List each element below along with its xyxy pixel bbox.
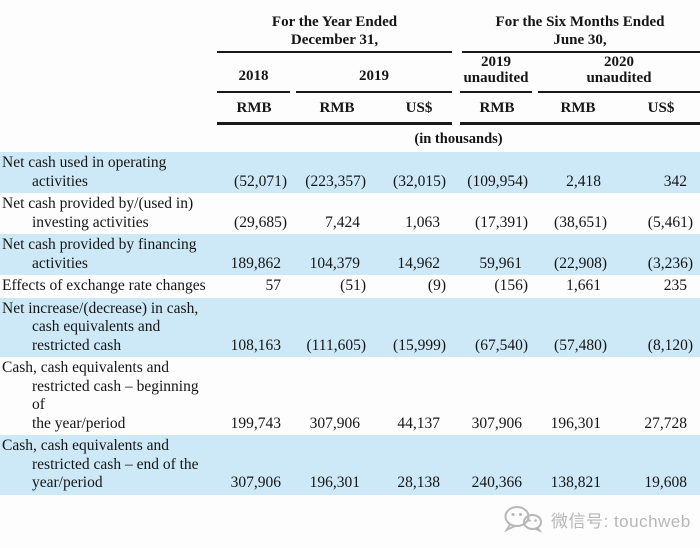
cell-value: (67,540) xyxy=(475,336,528,354)
cell-value: 342 xyxy=(663,172,687,190)
cell-value: (51) xyxy=(340,277,366,294)
cell-value: (111,605) xyxy=(306,336,366,354)
row-label: Net cash used in operating activities xyxy=(2,154,167,190)
cell-value: 196,301 xyxy=(550,414,601,432)
cell-value: 189,862 xyxy=(230,254,281,272)
cell-value: (32,015) xyxy=(393,172,446,190)
table-body: Net cash used in operating activities (5… xyxy=(0,152,700,495)
cell-value: 28,138 xyxy=(397,474,440,491)
cell-value: 138,821 xyxy=(550,474,601,491)
cell-value: 235 xyxy=(663,277,687,294)
cell-value: 19,608 xyxy=(644,474,687,491)
cell-value: 59,961 xyxy=(479,254,522,272)
currency-header-3: US$ xyxy=(405,100,433,116)
cell-value: (15,999) xyxy=(393,336,446,354)
wechat-icon xyxy=(502,505,544,533)
cell-value: (38,651) xyxy=(554,213,607,231)
currency-header-2: RMB xyxy=(319,100,355,116)
row-label: Effects of exchange rate changes xyxy=(2,277,206,294)
row-label: Net increase/(decrease) in cash, cash eq… xyxy=(2,299,199,354)
currency-header-5: RMB xyxy=(560,100,596,116)
cell-value: 199,743 xyxy=(230,414,281,432)
watermark: 微信号: touchweb xyxy=(502,504,691,534)
currency-header-1: RMB xyxy=(236,100,272,116)
cell-value: (8,120) xyxy=(647,336,693,354)
cell-value: 7,424 xyxy=(325,213,360,231)
cell-value: 307,906 xyxy=(471,414,522,432)
cell-value: 104,379 xyxy=(309,254,360,272)
cell-value: (52,071) xyxy=(234,172,287,190)
cell-value: (17,391) xyxy=(475,213,528,231)
row-exchange-rate-effects: Effects of exchange rate changes 57 (51)… xyxy=(0,275,700,298)
period-header-2019: 2019 xyxy=(359,68,389,84)
cell-value: (3,236) xyxy=(647,254,693,272)
row-label: Net cash provided by/(used in) investing… xyxy=(2,195,194,231)
row-investing-activities: Net cash provided by/(used in) investing… xyxy=(0,193,700,234)
cell-value: 1,661 xyxy=(566,277,601,294)
header-bottom-rule-1 xyxy=(217,122,452,125)
cell-value: (109,954) xyxy=(467,172,528,190)
row-label: Cash, cash equivalents and restricted ca… xyxy=(2,359,199,432)
row-financing-activities: Net cash provided by financing activitie… xyxy=(0,234,700,275)
cell-value: (22,908) xyxy=(554,254,607,272)
group-header-six-months: For the Six Months Ended June 30, xyxy=(495,14,665,48)
cell-value: 44,137 xyxy=(397,414,440,432)
cell-value: 307,906 xyxy=(230,474,281,491)
cell-value: (9) xyxy=(427,277,446,294)
units-note: (in thousands) xyxy=(414,131,503,147)
cell-value: 14,962 xyxy=(397,254,440,272)
cell-value: (156) xyxy=(494,277,528,294)
row-operating-activities: Net cash used in operating activities (5… xyxy=(0,152,700,193)
cell-value: 240,366 xyxy=(471,474,522,491)
group-header-year-ended: For the Year Ended December 31, xyxy=(271,14,398,48)
currency-header-6: US$ xyxy=(647,100,675,116)
watermark-text: 微信号: touchweb xyxy=(551,511,691,531)
group-underline-1 xyxy=(217,51,452,53)
currency-header-4: RMB xyxy=(479,100,515,116)
cell-value: 108,163 xyxy=(230,336,281,354)
group-underline-2 xyxy=(462,51,700,53)
cell-value: 2,418 xyxy=(566,172,601,190)
row-cash-beginning: Cash, cash equivalents and restricted ca… xyxy=(0,357,700,435)
cell-value: 196,301 xyxy=(309,474,360,491)
period-header-2020-unaudited: 2020 unaudited xyxy=(586,54,652,86)
row-label: Cash, cash equivalents and restricted ca… xyxy=(2,437,199,491)
row-cash-end: Cash, cash equivalents and restricted ca… xyxy=(0,435,700,495)
row-label: Net cash provided by financing activitie… xyxy=(2,236,197,272)
cell-value: (57,480) xyxy=(554,336,607,354)
row-net-increase-decrease: Net increase/(decrease) in cash, cash eq… xyxy=(0,297,700,357)
header-bottom-rule-2 xyxy=(460,122,700,125)
period-underline-2019-unaudited xyxy=(460,91,532,93)
cell-value: (5,461) xyxy=(647,213,693,231)
cell-value: 27,728 xyxy=(644,414,687,432)
period-header-2019-unaudited: 2019 unaudited xyxy=(463,54,529,86)
cell-value: 57 xyxy=(265,277,282,294)
cell-value: 1,063 xyxy=(405,213,440,231)
table-header: For the Year Ended December 31, For the … xyxy=(0,0,700,152)
period-underline-2019 xyxy=(296,91,452,93)
cell-value: (223,357) xyxy=(305,172,366,190)
period-header-2018: 2018 xyxy=(238,68,269,84)
cell-value: 307,906 xyxy=(309,414,360,432)
cell-value: (29,685) xyxy=(234,213,287,231)
period-underline-2020-unaudited xyxy=(538,91,700,93)
period-underline-2018 xyxy=(217,91,290,93)
